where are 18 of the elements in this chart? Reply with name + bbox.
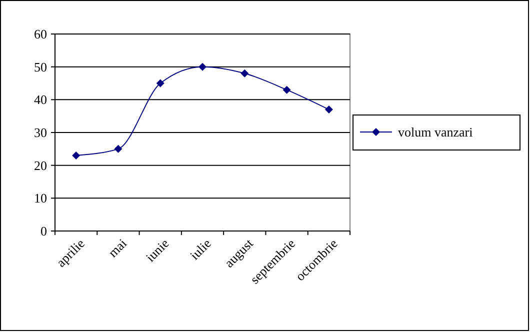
point: [282, 86, 291, 94]
point: [240, 69, 249, 78]
point: [114, 144, 122, 153]
x-tick-label: mai: [105, 235, 130, 260]
point: [72, 151, 80, 160]
y-tick-label: 10: [34, 190, 47, 206]
y-tick-label: 50: [34, 59, 47, 74]
y-tick-label: 40: [34, 92, 47, 108]
point: [156, 79, 164, 88]
y-tick-label: 0: [40, 224, 47, 239]
y-tick-label: 60: [34, 26, 47, 42]
point: [324, 106, 333, 114]
y-tick-label: 20: [34, 158, 47, 173]
x-tick-label: iunie: [142, 236, 172, 265]
legend-label: volum vanzari: [398, 124, 474, 140]
x-tick-label: iulie: [186, 236, 214, 263]
y-tick-label: 30: [34, 125, 47, 140]
point: [198, 62, 206, 71]
